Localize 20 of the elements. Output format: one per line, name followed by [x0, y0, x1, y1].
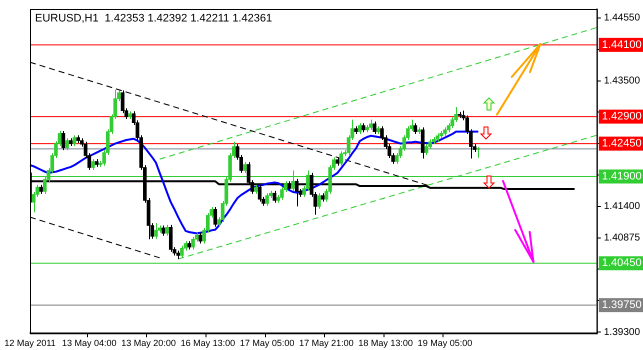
x-tick-label: 13 May 20:00 — [121, 338, 176, 348]
x-tick-label: 18 May 13:00 — [358, 338, 413, 348]
x-tick-label: 12 May 2011 — [4, 338, 56, 348]
y-tick-label: 1.43500 — [604, 76, 640, 87]
x-tick-label: 19 May 05:00 — [418, 338, 472, 348]
ref-line-label: 1.44100 — [602, 38, 642, 51]
x-tick-label: 17 May 21:00 — [299, 338, 354, 348]
x-tick-label: 13 May 04:00 — [62, 338, 117, 348]
y-tick-label: 1.40875 — [604, 232, 640, 244]
ref-line-label: 1.41900 — [602, 170, 642, 183]
x-tick-label: 17 May 05:00 — [240, 338, 294, 348]
y-tick-label: 1.41400 — [604, 201, 640, 212]
chart-title: EURUSD,H1 1.42353 1.42392 1.42211 1.42361 — [35, 12, 272, 25]
ref-line-label: 1.40450 — [602, 257, 642, 270]
x-tick-label: 16 May 13:00 — [180, 338, 236, 348]
ref-line-label: 1.39750 — [602, 299, 642, 312]
ref-line-label: 1.42900 — [602, 110, 642, 123]
y-tick-label: 1.39300 — [604, 326, 640, 338]
y-tick-label: 1.44550 — [604, 12, 640, 24]
ref-line-label: 1.42450 — [602, 138, 642, 150]
